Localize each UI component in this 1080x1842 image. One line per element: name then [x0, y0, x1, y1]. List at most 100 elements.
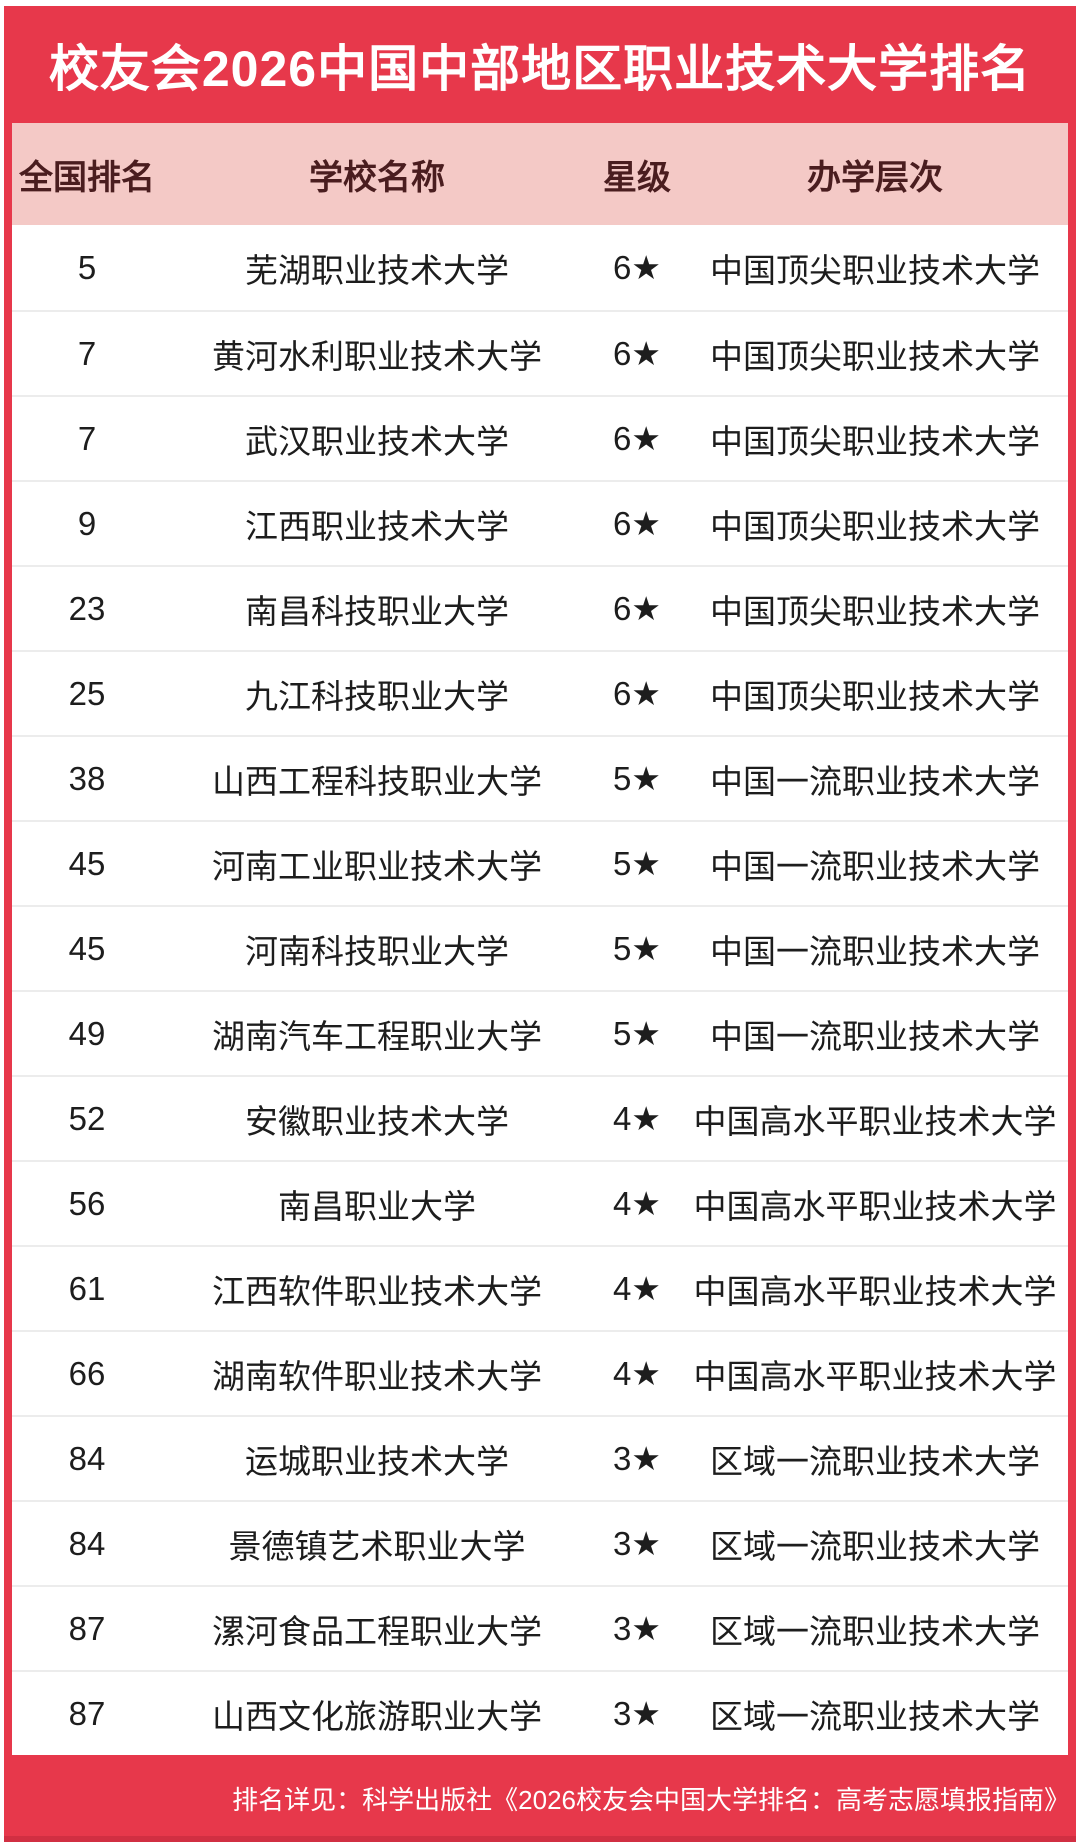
table-row: 45 河南工业职业技术大学 5★ 中国一流职业技术大学: [12, 820, 1068, 905]
cell-name: 九江科技职业大学: [245, 677, 509, 715]
table-row: 84 运城职业技术大学 3★ 区域一流职业技术大学: [12, 1415, 1068, 1500]
cell-star: 6★: [613, 675, 661, 712]
cell-star: 4★: [613, 1270, 661, 1307]
cell-star: 5★: [613, 760, 661, 797]
cell-rank: 7: [77, 419, 97, 457]
cell-rank: 45: [68, 929, 106, 967]
table-row: 7 黄河水利职业技术大学 6★ 中国顶尖职业技术大学: [12, 310, 1068, 395]
cell-name: 湖南软件职业技术大学: [212, 1357, 542, 1395]
cell-rank: 84: [68, 1524, 106, 1562]
table-row: 61 江西软件职业技术大学 4★ 中国高水平职业技术大学: [12, 1245, 1068, 1330]
cell-rank: 84: [68, 1439, 106, 1477]
cell-star: 5★: [613, 930, 661, 967]
header-star: 星级: [603, 158, 671, 197]
table-header: 全国排名 学校名称 星级 办学层次: [12, 123, 1068, 225]
cell-star: 6★: [613, 249, 661, 286]
cell-name: 武汉职业技术大学: [245, 422, 509, 460]
cell-name: 湖南汽车工程职业大学: [212, 1017, 542, 1055]
table-row: 87 山西文化旅游职业大学 3★ 区域一流职业技术大学: [12, 1670, 1068, 1755]
cell-level: 区域一流职业技术大学: [710, 1527, 1040, 1565]
cell-level: 中国高水平职业技术大学: [693, 1187, 1057, 1225]
header-level: 办学层次: [807, 158, 943, 197]
cell-name: 漯河食品工程职业大学: [212, 1612, 542, 1650]
cell-name: 芜湖职业技术大学: [245, 251, 509, 289]
cell-name: 江西软件职业技术大学: [212, 1272, 542, 1310]
table-row: 38 山西工程科技职业大学 5★ 中国一流职业技术大学: [12, 735, 1068, 820]
cell-star: 3★: [613, 1610, 661, 1647]
cell-name: 景德镇艺术职业大学: [228, 1527, 526, 1565]
cell-level: 中国顶尖职业技术大学: [710, 507, 1040, 545]
footer-text: 排名详见：科学出版社《2026校友会中国大学排名：高考志愿填报指南》: [232, 1785, 1070, 1815]
cell-star: 3★: [613, 1695, 661, 1732]
cell-rank: 61: [68, 1269, 106, 1307]
cell-rank: 5: [77, 248, 97, 286]
cell-name: 河南工业职业技术大学: [212, 847, 542, 885]
cell-rank: 87: [68, 1694, 106, 1732]
table-row: 25 九江科技职业大学 6★ 中国顶尖职业技术大学: [12, 650, 1068, 735]
cell-star: 4★: [613, 1355, 661, 1392]
footer-note: 排名详见：科学出版社《2026校友会中国大学排名：高考志愿填报指南》: [4, 1755, 1076, 1842]
ranking-table: 全国排名 学校名称 星级 办学层次 5 芜湖职业技术大学 6★ 中国顶尖职业技术大学 7…: [12, 123, 1068, 1755]
cell-level: 中国高水平职业技术大学: [693, 1102, 1057, 1140]
cell-name: 南昌职业大学: [278, 1187, 476, 1225]
cell-star: 5★: [613, 1015, 661, 1052]
title-banner: 校友会2026中国中部地区职业技术大学排名: [4, 6, 1076, 123]
table-row: 52 安徽职业技术大学 4★ 中国高水平职业技术大学: [12, 1075, 1068, 1160]
table-row: 66 湖南软件职业技术大学 4★ 中国高水平职业技术大学: [12, 1330, 1068, 1415]
cell-level: 中国顶尖职业技术大学: [710, 592, 1040, 630]
table-row: 23 南昌科技职业大学 6★ 中国顶尖职业技术大学: [12, 565, 1068, 650]
cell-rank: 49: [68, 1014, 106, 1052]
cell-level: 中国顶尖职业技术大学: [710, 677, 1040, 715]
cell-star: 4★: [613, 1100, 661, 1137]
cell-level: 中国顶尖职业技术大学: [710, 422, 1040, 460]
cell-rank: 52: [68, 1099, 106, 1137]
header-name: 学校名称: [309, 158, 445, 197]
cell-name: 江西职业技术大学: [245, 507, 509, 545]
cell-rank: 38: [68, 759, 106, 797]
header-rank: 全国排名: [19, 158, 155, 197]
cell-name: 黄河水利职业技术大学: [212, 337, 542, 375]
table-row: 49 湖南汽车工程职业大学 5★ 中国一流职业技术大学: [12, 990, 1068, 1075]
cell-level: 区域一流职业技术大学: [710, 1442, 1040, 1480]
cell-rank: 23: [68, 589, 106, 627]
cell-name: 河南科技职业大学: [245, 932, 509, 970]
cell-rank: 7: [77, 334, 97, 372]
cell-level: 中国一流职业技术大学: [710, 932, 1040, 970]
cell-star: 3★: [613, 1525, 661, 1562]
cell-name: 安徽职业技术大学: [245, 1102, 509, 1140]
cell-star: 6★: [613, 590, 661, 627]
cell-name: 运城职业技术大学: [245, 1442, 509, 1480]
table-row: 45 河南科技职业大学 5★ 中国一流职业技术大学: [12, 905, 1068, 990]
cell-level: 中国高水平职业技术大学: [693, 1272, 1057, 1310]
cell-star: 6★: [613, 420, 661, 457]
table-row: 56 南昌职业大学 4★ 中国高水平职业技术大学: [12, 1160, 1068, 1245]
table-row: 9 江西职业技术大学 6★ 中国顶尖职业技术大学: [12, 480, 1068, 565]
cell-level: 中国顶尖职业技术大学: [710, 251, 1040, 289]
cell-star: 4★: [613, 1185, 661, 1222]
cell-level: 中国一流职业技术大学: [710, 847, 1040, 885]
cell-level: 中国一流职业技术大学: [710, 762, 1040, 800]
cell-star: 6★: [613, 505, 661, 542]
cell-level: 中国高水平职业技术大学: [693, 1357, 1057, 1395]
table-row: 7 武汉职业技术大学 6★ 中国顶尖职业技术大学: [12, 395, 1068, 480]
cell-star: 6★: [613, 335, 661, 372]
table-row: 87 漯河食品工程职业大学 3★ 区域一流职业技术大学: [12, 1585, 1068, 1670]
cell-rank: 56: [68, 1184, 106, 1222]
cell-rank: 45: [68, 844, 106, 882]
poster-frame: 校友会2026中国中部地区职业技术大学排名 全国排名 学校名称 星级 办学层次 …: [4, 6, 1076, 1842]
cell-rank: 87: [68, 1609, 106, 1647]
cell-rank: 66: [68, 1354, 106, 1392]
cell-name: 山西文化旅游职业大学: [212, 1697, 542, 1735]
cell-name: 山西工程科技职业大学: [212, 762, 542, 800]
cell-rank: 9: [77, 504, 97, 542]
cell-star: 3★: [613, 1440, 661, 1477]
table-row: 84 景德镇艺术职业大学 3★ 区域一流职业技术大学: [12, 1500, 1068, 1585]
cell-name: 南昌科技职业大学: [245, 592, 509, 630]
table-body: 5 芜湖职业技术大学 6★ 中国顶尖职业技术大学 7 黄河水利职业技术大学 6★ 中国顶尖职业…: [12, 225, 1068, 1755]
cell-star: 5★: [613, 845, 661, 882]
cell-level: 区域一流职业技术大学: [710, 1697, 1040, 1735]
cell-level: 中国一流职业技术大学: [710, 1017, 1040, 1055]
cell-level: 区域一流职业技术大学: [710, 1612, 1040, 1650]
table-row: 5 芜湖职业技术大学 6★ 中国顶尖职业技术大学: [12, 225, 1068, 310]
